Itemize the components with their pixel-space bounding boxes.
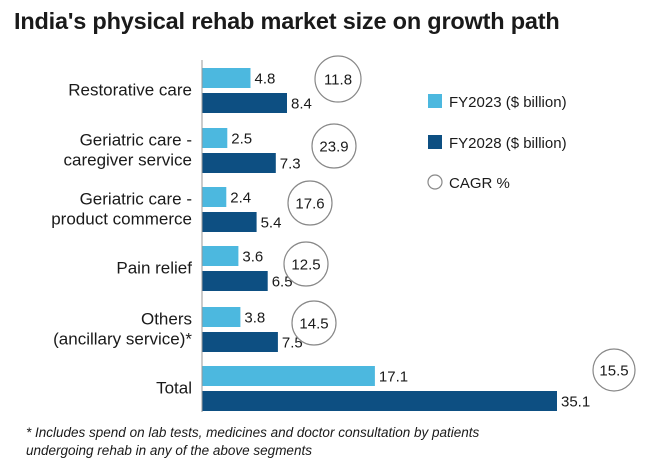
bar-fy2028: [202, 391, 557, 411]
legend: FY2023 ($ billion) FY2028 ($ billion) CA…: [427, 94, 567, 192]
cagr-circle: [283, 241, 329, 287]
category-label: Geriatric care -: [80, 190, 192, 209]
value-label: 8.4: [291, 96, 312, 113]
cagr-circle: [311, 123, 357, 169]
bar-fy2023: [202, 187, 227, 207]
value-label: 2.5: [231, 131, 252, 148]
legend-label-fy2023: FY2023 ($ billion): [449, 94, 567, 111]
category-label: Total: [156, 379, 192, 398]
value-label: 7.3: [280, 156, 301, 173]
value-label: 17.1: [379, 369, 408, 386]
category-label: (ancillary service)*: [53, 330, 192, 349]
chart-title: India's physical rehab market size on gr…: [14, 8, 560, 34]
footnote: * Includes spend on lab tests, medicines…: [26, 424, 646, 460]
bar-fy2023: [202, 128, 228, 148]
bar-fy2023: [202, 366, 375, 386]
value-label: 4.8: [255, 71, 276, 88]
bar-fy2028: [202, 271, 268, 291]
bar-fy2023: [202, 246, 239, 266]
value-label: 35.1: [561, 394, 590, 411]
value-label: 7.5: [282, 335, 303, 352]
value-label: 3.6: [242, 249, 263, 266]
bar-fy2023: [202, 68, 251, 88]
category-label: Geriatric care -: [80, 131, 192, 150]
cagr-circle: [287, 180, 333, 226]
category-label: product commerce: [51, 210, 192, 229]
category-label: Pain relief: [116, 259, 192, 278]
footnote-line-2: undergoing rehab in any of the above seg…: [26, 443, 312, 458]
legend-circle-cagr: [427, 174, 443, 190]
category-label: Others: [141, 310, 192, 329]
legend-swatch-fy2023: [428, 94, 442, 108]
cagr-circle: [314, 55, 362, 103]
category-label: Restorative care: [68, 81, 192, 100]
bar-fy2028: [202, 332, 278, 352]
cagr-value: 17.6: [295, 196, 324, 213]
footnote-line-1: * Includes spend on lab tests, medicines…: [26, 425, 480, 440]
cagr-value: 12.5: [291, 257, 320, 274]
legend-label-cagr: CAGR %: [449, 175, 510, 192]
cagr-circle: [291, 300, 337, 346]
legend-label-fy2028: FY2028 ($ billion): [449, 135, 567, 152]
cagr-value: 14.5: [299, 316, 328, 333]
category-label: caregiver service: [64, 151, 193, 170]
cagr-value: 23.9: [319, 139, 348, 156]
bar-fy2028: [202, 212, 257, 232]
cagr-circles-group: 11.8 23.9 17.6 12.5 14.5 15.5: [283, 55, 636, 392]
bar-fy2028: [202, 153, 276, 173]
bars-group: [202, 68, 557, 411]
cagr-value: 11.8: [324, 72, 352, 89]
value-label: 5.4: [261, 215, 282, 232]
bar-fy2028: [202, 93, 287, 113]
cagr-value: 15.5: [599, 363, 628, 380]
value-label: 2.4: [230, 190, 251, 207]
legend-swatch-fy2028: [428, 135, 442, 149]
value-label: 3.8: [244, 310, 265, 327]
cagr-circle: [592, 348, 636, 392]
value-label: 6.5: [272, 274, 293, 291]
bar-fy2023: [202, 307, 241, 327]
